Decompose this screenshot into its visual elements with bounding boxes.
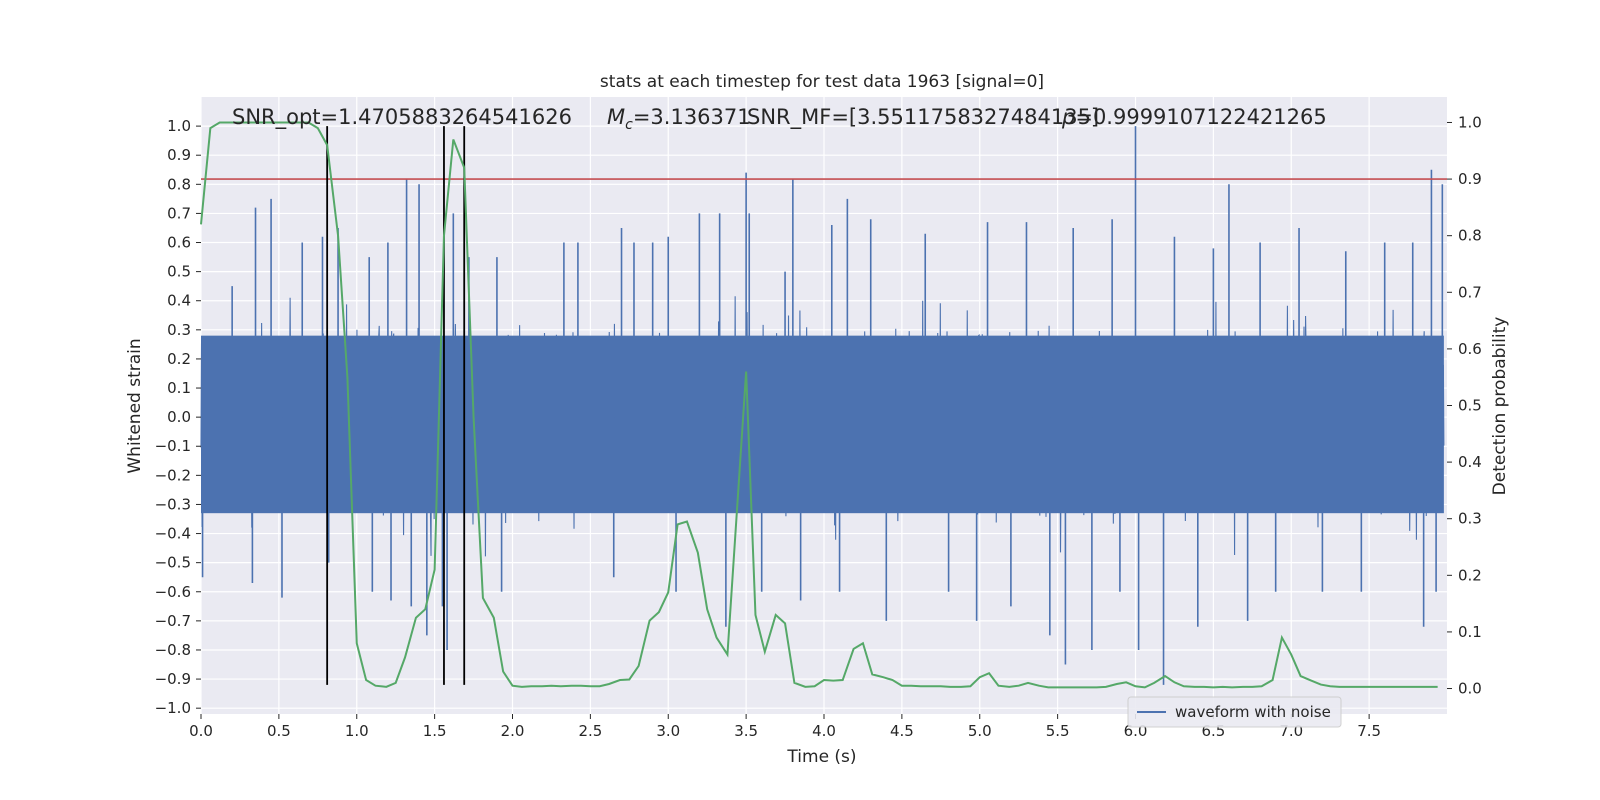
y-left-tick-label: 0.0	[167, 408, 191, 426]
y-right-tick-label: 0.0	[1458, 680, 1482, 698]
annotation-snr-mf: SNR_MF=[3.5511758327484135]	[747, 105, 1099, 130]
legend-box	[1127, 696, 1342, 728]
y-left-tick-label: 1.0	[167, 117, 191, 135]
probability-series	[200, 121, 1438, 689]
x-tick-label: 4.0	[812, 722, 836, 740]
annotation-snr-opt: SNR_opt=1.4705883264541626	[232, 105, 572, 130]
y-right-tick-label: 0.1	[1458, 623, 1482, 641]
y-right-tick-label: 0.7	[1458, 283, 1482, 301]
y-left-tick-label: −0.9	[155, 670, 191, 688]
x-tick-label: 3.5	[734, 722, 758, 740]
x-tick-label: 1.0	[345, 722, 369, 740]
x-tick-label: 5.5	[1046, 722, 1070, 740]
event-markers	[326, 126, 466, 685]
y-right-tick-label: 0.8	[1458, 227, 1482, 245]
y-left-tick-label: −0.4	[155, 525, 191, 543]
y-left-tick-label: 0.8	[167, 175, 191, 193]
y-right-tick-label: 0.3	[1458, 510, 1482, 528]
x-tick-label: 0.0	[189, 722, 213, 740]
y-right-tick-label: 0.5	[1458, 397, 1482, 415]
y-left-tick-label: 0.4	[167, 292, 191, 310]
y-left-tick-label: −0.2	[155, 466, 191, 484]
y-left-axis-label: Whitened strain	[125, 338, 145, 473]
y-left-tick-label: −0.5	[155, 554, 191, 572]
y-right-tick-label: 0.6	[1458, 340, 1482, 358]
y-right-tick-label: 0.2	[1458, 566, 1482, 584]
y-right-tick-label: 0.9	[1458, 170, 1482, 188]
x-axis-label: Time (s)	[786, 747, 856, 767]
y-left-axis-ticks: −1.0 −0.9 −0.8 −0.7 −0.6 −0.5 −0.4 −0.3 −0.2 −0.1…	[155, 117, 201, 717]
x-tick-label: 0.5	[267, 722, 291, 740]
y-left-tick-label: −0.6	[155, 583, 191, 601]
y-left-tick-label: −0.3	[155, 495, 191, 513]
chart-title: stats at each timestep for test data 196…	[600, 72, 1044, 92]
y-right-axis-label: Detection probability	[1490, 317, 1510, 496]
x-tick-label: 2.5	[578, 722, 602, 740]
x-tick-label: 7.5	[1357, 722, 1381, 740]
x-tick-label: 5.0	[968, 722, 992, 740]
legend: waveform with noise	[1127, 696, 1342, 728]
waveform-core-band	[201, 335, 1444, 514]
y-right-tick-label: 0.4	[1458, 453, 1482, 471]
y-left-tick-label: −0.8	[155, 641, 191, 659]
x-tick-label: 4.5	[890, 722, 914, 740]
y-left-tick-label: 0.5	[167, 263, 191, 281]
probability-line	[200, 121, 1438, 689]
annotation-probability: p=0.9999107122421265	[1061, 105, 1327, 129]
y-left-tick-label: 0.7	[167, 204, 191, 222]
y-left-tick-label: 0.1	[167, 379, 191, 397]
y-left-tick-label: 0.9	[167, 146, 191, 164]
y-left-tick-label: 0.3	[167, 321, 191, 339]
x-tick-label: 1.5	[423, 722, 447, 740]
y-left-tick-label: −0.7	[155, 612, 191, 630]
x-tick-label: 2.0	[501, 722, 525, 740]
annotation-chirp-mass: Mc=3.136371	[607, 105, 751, 133]
y-left-tick-label: −0.1	[155, 437, 191, 455]
y-left-tick-label: 0.2	[167, 350, 191, 368]
y-left-tick-label: 0.6	[167, 234, 191, 252]
y-right-axis-ticks: 0.0 0.1 0.2 0.3 0.4 0.5 0.6 0.7 0.8 0.9 1.0	[1447, 113, 1482, 698]
y-right-tick-label: 1.0	[1458, 113, 1482, 131]
waveform-series	[200, 126, 1445, 685]
y-left-tick-label: −1.0	[155, 699, 191, 717]
x-tick-label: 3.0	[656, 722, 680, 740]
legend-label-waveform: waveform with noise	[1175, 703, 1331, 721]
